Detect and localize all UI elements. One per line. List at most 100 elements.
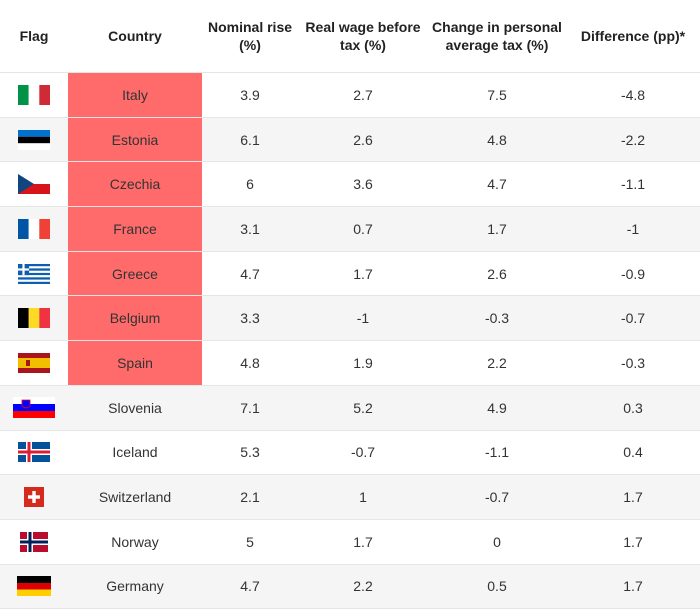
- difference-cell: 0.4: [623, 444, 643, 461]
- difference-cell: 0.3: [623, 399, 643, 416]
- nominal-rise-cell: 3.1: [240, 220, 260, 237]
- table-row: Germany 4.7 2.2 0.5 1.7: [0, 564, 700, 609]
- belgium-flag-icon: [18, 308, 50, 329]
- slovenia-flag-icon: [13, 397, 55, 419]
- nominal-rise-cell: 2.1: [240, 489, 260, 506]
- czechia-flag-icon: [18, 174, 50, 195]
- country-cell: Iceland: [112, 444, 158, 461]
- difference-cell: -0.3: [620, 354, 646, 371]
- norway-flag-icon: [20, 531, 48, 552]
- tax-change-cell: 2.2: [487, 354, 507, 371]
- flag-cell: [0, 174, 68, 195]
- difference-cell: -2.2: [620, 131, 646, 148]
- real-wage-cell: 1.9: [353, 354, 373, 371]
- real-wage-cell: 3.6: [353, 176, 373, 193]
- iceland-flag-icon: [18, 442, 50, 463]
- table-row: Spain 4.8 1.9 2.2 -0.3: [0, 341, 700, 386]
- spain-flag-icon: [18, 352, 50, 373]
- flag-cell: [0, 487, 68, 508]
- tax-change-cell: 4.9: [487, 399, 507, 416]
- flag-cell: [0, 442, 68, 463]
- table-body: Italy 3.9 2.7 7.5 -4.8 Estonia 6.1 2.6 4.8 -2.2 Cz…: [0, 73, 700, 609]
- flag-cell: [0, 263, 68, 284]
- country-cell: Greece: [68, 251, 202, 296]
- greece-flag-icon: [18, 263, 50, 284]
- difference-cell: -0.9: [620, 265, 646, 282]
- nominal-rise-cell: 6.1: [240, 131, 260, 148]
- real-wage-cell: 2.6: [353, 131, 373, 148]
- tax-change-cell: 4.8: [487, 131, 507, 148]
- real-wage-cell: 2.2: [353, 578, 373, 595]
- real-wage-cell: 2.7: [353, 86, 373, 103]
- flag-cell: [0, 308, 68, 329]
- country-cell: Norway: [111, 533, 159, 550]
- flag-cell: [0, 397, 68, 419]
- header-tax-change: Change in personal average tax (%): [432, 19, 562, 53]
- nominal-rise-cell: 4.7: [240, 578, 260, 595]
- tax-change-cell: 0.5: [487, 578, 507, 595]
- flag-cell: [0, 218, 68, 239]
- france-flag-icon: [18, 218, 50, 239]
- real-wage-cell: 5.2: [353, 399, 373, 416]
- tax-change-cell: 7.5: [487, 86, 507, 103]
- tax-change-cell: -1.1: [484, 444, 510, 461]
- country-cell: Switzerland: [98, 489, 172, 506]
- table-row: Norway 5 1.7 0 1.7: [0, 520, 700, 565]
- real-wage-cell: 1: [359, 489, 367, 506]
- flag-cell: [0, 84, 68, 105]
- nominal-rise-cell: 4.8: [240, 354, 260, 371]
- difference-cell: 1.7: [623, 578, 643, 595]
- country-cell: Spain: [68, 341, 202, 385]
- flag-cell: [0, 129, 68, 150]
- country-cell: Czechia: [68, 162, 202, 207]
- table-row: Italy 3.9 2.7 7.5 -4.8: [0, 73, 700, 118]
- difference-cell: 1.7: [623, 489, 643, 506]
- table-row: Switzerland 2.1 1 -0.7 1.7: [0, 475, 700, 520]
- header-difference: Difference (pp)*: [580, 28, 686, 44]
- table-row: Slovenia 7.1 5.2 4.9 0.3: [0, 385, 700, 431]
- nominal-rise-cell: 3.3: [240, 310, 260, 327]
- difference-cell: -4.8: [620, 86, 646, 103]
- country-cell: Italy: [68, 73, 202, 117]
- real-wage-cell: 0.7: [353, 220, 373, 237]
- nominal-rise-cell: 4.7: [240, 265, 260, 282]
- tax-change-cell: -0.7: [484, 489, 510, 506]
- header-nominal-rise: Nominal rise (%): [207, 19, 293, 53]
- country-cell: Germany: [106, 578, 164, 595]
- nominal-rise-cell: 5.3: [240, 444, 260, 461]
- country-cell: Estonia: [68, 117, 202, 162]
- nominal-rise-cell: 7.1: [240, 399, 260, 416]
- difference-cell: -1: [626, 220, 640, 237]
- tax-change-cell: 2.6: [487, 265, 507, 282]
- estonia-flag-icon: [18, 129, 50, 150]
- flag-cell: [0, 531, 68, 552]
- real-wage-cell: -0.7: [350, 444, 376, 461]
- switzerland-flag-icon: [24, 487, 44, 508]
- tax-change-cell: 4.7: [487, 176, 507, 193]
- tax-change-cell: -0.3: [484, 310, 510, 327]
- difference-cell: -0.7: [620, 310, 646, 327]
- table-row: France 3.1 0.7 1.7 -1: [0, 207, 700, 252]
- flag-cell: [0, 352, 68, 373]
- tax-change-cell: 1.7: [487, 220, 507, 237]
- table-row: Greece 4.7 1.7 2.6 -0.9: [0, 251, 700, 297]
- table-row: Belgium 3.3 -1 -0.3 -0.7: [0, 296, 700, 342]
- header-real-wage: Real wage before tax (%): [305, 19, 421, 53]
- header-flag: Flag: [19, 28, 49, 44]
- difference-cell: 1.7: [623, 533, 643, 550]
- germany-flag-icon: [17, 576, 51, 597]
- country-cell: Slovenia: [108, 399, 162, 416]
- country-cell: France: [68, 207, 202, 251]
- difference-cell: -1.1: [620, 176, 646, 193]
- nominal-rise-cell: 5: [246, 533, 254, 550]
- real-wage-cell: 1.7: [353, 265, 373, 282]
- header-country: Country: [108, 28, 162, 44]
- nominal-rise-cell: 3.9: [240, 86, 260, 103]
- country-cell: Belgium: [68, 296, 202, 341]
- italy-flag-icon: [18, 84, 50, 105]
- flag-cell: [0, 576, 68, 597]
- table-row: Estonia 6.1 2.6 4.8 -2.2: [0, 117, 700, 163]
- nominal-rise-cell: 6: [246, 176, 254, 193]
- tax-change-cell: 0: [493, 533, 501, 550]
